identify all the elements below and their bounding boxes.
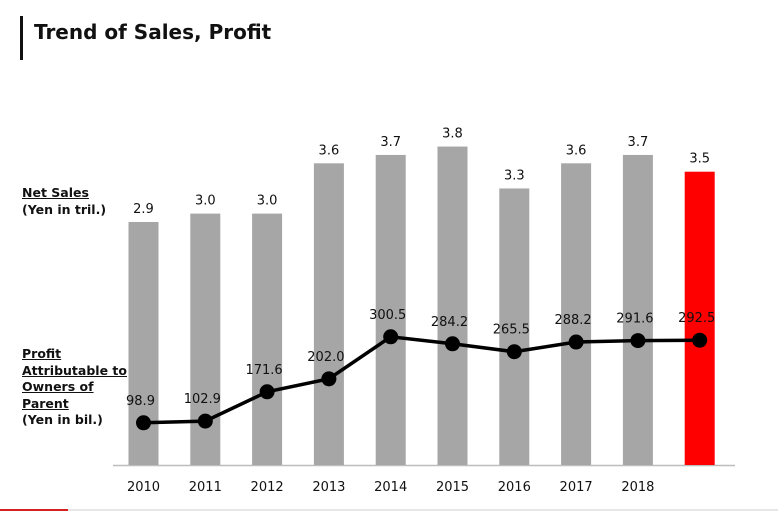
bar-value-label: 3.7 — [380, 135, 401, 150]
x-tick-label: 2013 — [312, 480, 345, 495]
x-tick-label: 2014 — [374, 480, 407, 495]
bar — [252, 213, 283, 465]
profit-point — [259, 384, 275, 400]
profit-value-label: 291.6 — [616, 312, 653, 327]
bar-value-label: 3.0 — [195, 194, 216, 209]
profit-point — [445, 336, 460, 352]
chart-title: Trend of Sales, Profit — [34, 20, 272, 44]
profit-line — [143, 334, 700, 425]
bar-value-label: 3.3 — [504, 168, 525, 183]
profit-label-unit: (Yen in bil.) — [22, 412, 103, 427]
profit-label-line1: Profit — [22, 346, 62, 361]
footer-accent — [0, 509, 68, 511]
x-tick-label: 2010 — [127, 480, 160, 495]
bar-value-label: 3.5 — [689, 152, 710, 167]
profit-label-line3: Owners of — [22, 379, 94, 394]
profit-value-label: 288.2 — [554, 313, 591, 328]
bar-value-label: 3.7 — [628, 135, 649, 150]
bar-value-label: 3.8 — [442, 127, 463, 142]
bar-value-label: 3.0 — [257, 194, 278, 209]
bar — [561, 163, 592, 465]
x-tick-label: 2018 — [621, 480, 654, 495]
footer-divider — [0, 509, 778, 511]
title-accent-bar — [20, 16, 23, 60]
x-tick-label: 2017 — [560, 480, 593, 495]
profit-point — [630, 333, 646, 349]
profit-point — [568, 334, 584, 350]
profit-point — [692, 332, 708, 348]
profit-value-label: 98.9 — [126, 394, 155, 409]
net-sales-label-title: Net Sales — [22, 185, 89, 200]
x-tick-label: 2016 — [498, 480, 531, 495]
profit-value-label: 284.2 — [431, 315, 468, 330]
profit-point — [321, 371, 337, 387]
net-sales-label-unit: (Yen in tril.) — [22, 201, 107, 217]
profit-point — [197, 413, 213, 429]
profit-value-label: 102.9 — [184, 392, 221, 407]
bar-value-label: 3.6 — [566, 143, 587, 158]
bar — [375, 154, 406, 465]
profit-label: Profit Attributable to Owners of Parent … — [22, 346, 127, 429]
bar — [622, 154, 653, 465]
profit-value-label: 202.0 — [307, 350, 344, 365]
bar-value-label: 3.6 — [319, 143, 340, 158]
x-tick-label: 2012 — [251, 480, 284, 495]
profit-value-label: 265.5 — [493, 323, 530, 338]
bar — [437, 146, 468, 465]
bar-highlight — [684, 171, 715, 465]
profit-value-label: 292.5 — [678, 311, 715, 326]
profit-point — [383, 329, 399, 345]
bar-value-label: 2.9 — [133, 202, 154, 217]
profit-label-line4: Parent — [22, 395, 69, 411]
x-tick-label: 2011 — [189, 480, 222, 495]
profit-value-label: 171.6 — [245, 363, 282, 378]
profit-label-line2: Attributable to — [22, 362, 127, 378]
profit-point — [136, 415, 151, 431]
bar — [313, 163, 344, 465]
profit-point — [506, 344, 522, 360]
bar — [499, 188, 530, 465]
profit-value-label: 300.5 — [369, 308, 406, 323]
x-tick-label: 2015 — [436, 480, 469, 495]
net-sales-label: Net Sales (Yen in tril.) — [22, 185, 106, 218]
